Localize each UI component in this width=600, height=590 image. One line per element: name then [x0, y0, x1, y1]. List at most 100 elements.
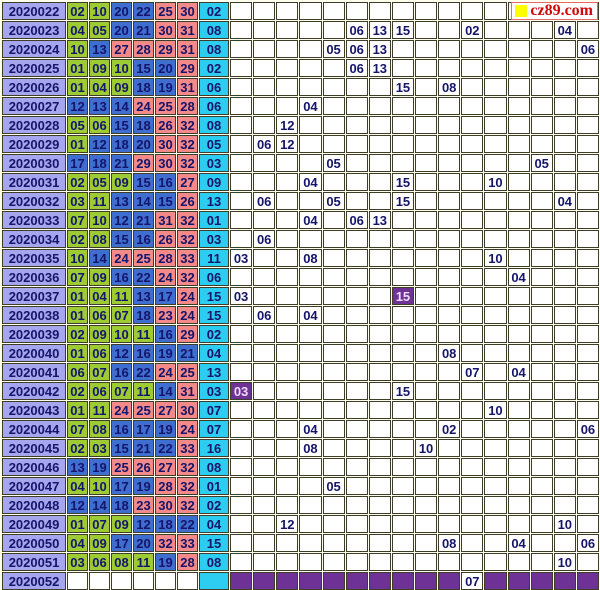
red-ball: 32 [177, 496, 198, 514]
grid-cell [345, 2, 368, 20]
red-ball: 06 [67, 363, 88, 381]
red-ball: 25 [155, 2, 176, 20]
blue-ball: 03 [199, 230, 229, 248]
grid-cell [276, 230, 299, 248]
grid-cell [415, 496, 438, 514]
grid-cell [553, 211, 576, 229]
grid-cell [368, 496, 391, 514]
red-ball: 16 [111, 268, 132, 286]
red-ball: 16 [133, 344, 154, 362]
table-row: 2020033 07 10 12 21 31 32 01 04 06 13 [1, 210, 599, 229]
grid-cell [438, 154, 461, 172]
grid-cell [576, 211, 599, 229]
grid-cell [461, 553, 484, 571]
grid-cell [438, 135, 461, 153]
grid-cell [253, 40, 276, 58]
red-ball: 29 [177, 325, 198, 343]
blue-ball: 08 [199, 21, 229, 39]
red-ball: 16 [111, 420, 132, 438]
grid-cell [461, 97, 484, 115]
issue-label: 2020043 [2, 401, 66, 419]
watermark-text: cz89.com [530, 2, 593, 19]
issue-label: 2020031 [2, 173, 66, 191]
red-ball: 26 [177, 192, 198, 210]
grid-cell [576, 116, 599, 134]
grid-cell [553, 40, 576, 58]
grid-cell [415, 21, 438, 39]
red-ball: 11 [89, 192, 110, 210]
grid-cell [484, 344, 507, 362]
grid-cell [530, 21, 553, 39]
red-ball: 33 [177, 439, 198, 457]
predict-cell [322, 572, 345, 590]
red-ball: 01 [67, 401, 88, 419]
issue-label: 2020026 [2, 78, 66, 96]
grid-cell [368, 420, 391, 438]
red-ball: 29 [155, 40, 176, 58]
table-row: 2020048 12 14 18 23 30 32 02 [1, 495, 599, 514]
grid-cell [391, 515, 414, 533]
issue-label: 2020023 [2, 21, 66, 39]
grid-cell: 06 [253, 135, 276, 153]
grid-cell [530, 477, 553, 495]
red-ball: 32 [177, 230, 198, 248]
grid-cell [345, 78, 368, 96]
grid-cell [461, 116, 484, 134]
table-row: 2020042 02 06 07 11 14 31 03 03 15 [1, 381, 599, 400]
grid-cell [438, 40, 461, 58]
grid-cell [507, 287, 530, 305]
grid-cell [484, 458, 507, 476]
table-row: 2020024 10 13 27 28 29 31 08 05 06 13 06 [1, 39, 599, 58]
grid-cell [576, 477, 599, 495]
grid-cell [368, 363, 391, 381]
grid-cell [391, 230, 414, 248]
grid-cell [391, 116, 414, 134]
grid-cell [553, 477, 576, 495]
grid-cell: 10 [553, 553, 576, 571]
predict-cell [391, 572, 414, 590]
grid-cell [345, 458, 368, 476]
red-ball: 21 [133, 211, 154, 229]
grid-cell [276, 458, 299, 476]
grid-cell [461, 534, 484, 552]
grid-cell [391, 458, 414, 476]
blue-ball: 06 [199, 268, 229, 286]
red-ball: 13 [111, 192, 132, 210]
grid-cell [345, 230, 368, 248]
red-ball: 15 [155, 192, 176, 210]
hit-cell: 03 [230, 382, 253, 400]
red-ball: 13 [89, 40, 110, 58]
grid-cell [553, 458, 576, 476]
grid-cell [368, 401, 391, 419]
red-ball: 02 [67, 2, 88, 20]
grid-cell [368, 458, 391, 476]
grid-cell [576, 287, 599, 305]
grid-cell [322, 515, 345, 533]
grid-cell [322, 268, 345, 286]
hit-cell: 15 [391, 287, 414, 305]
blue-ball: 08 [199, 458, 229, 476]
red-ball: 21 [133, 439, 154, 457]
watermark-link[interactable]: cz89.com [511, 2, 598, 20]
grid-cell [576, 268, 599, 286]
grid-cell [576, 325, 599, 343]
grid-cell [530, 553, 553, 571]
red-ball: 17 [111, 477, 132, 495]
red-ball: 31 [177, 78, 198, 96]
grid-cell: 15 [391, 78, 414, 96]
grid-cell [391, 211, 414, 229]
grid-cell [230, 439, 253, 457]
grid-cell: 08 [438, 344, 461, 362]
blue-ball: 02 [199, 59, 229, 77]
grid-cell [484, 230, 507, 248]
grid-cell: 04 [553, 192, 576, 210]
red-ball: 22 [177, 515, 198, 533]
grid-cell [368, 344, 391, 362]
grid-cell [322, 306, 345, 324]
grid-cell [299, 363, 322, 381]
red-ball: 21 [111, 154, 132, 172]
grid-cell [345, 553, 368, 571]
red-ball: 01 [67, 59, 88, 77]
red-ball: 02 [67, 382, 88, 400]
table-row: 2020040 01 06 12 16 19 21 04 08 [1, 343, 599, 362]
